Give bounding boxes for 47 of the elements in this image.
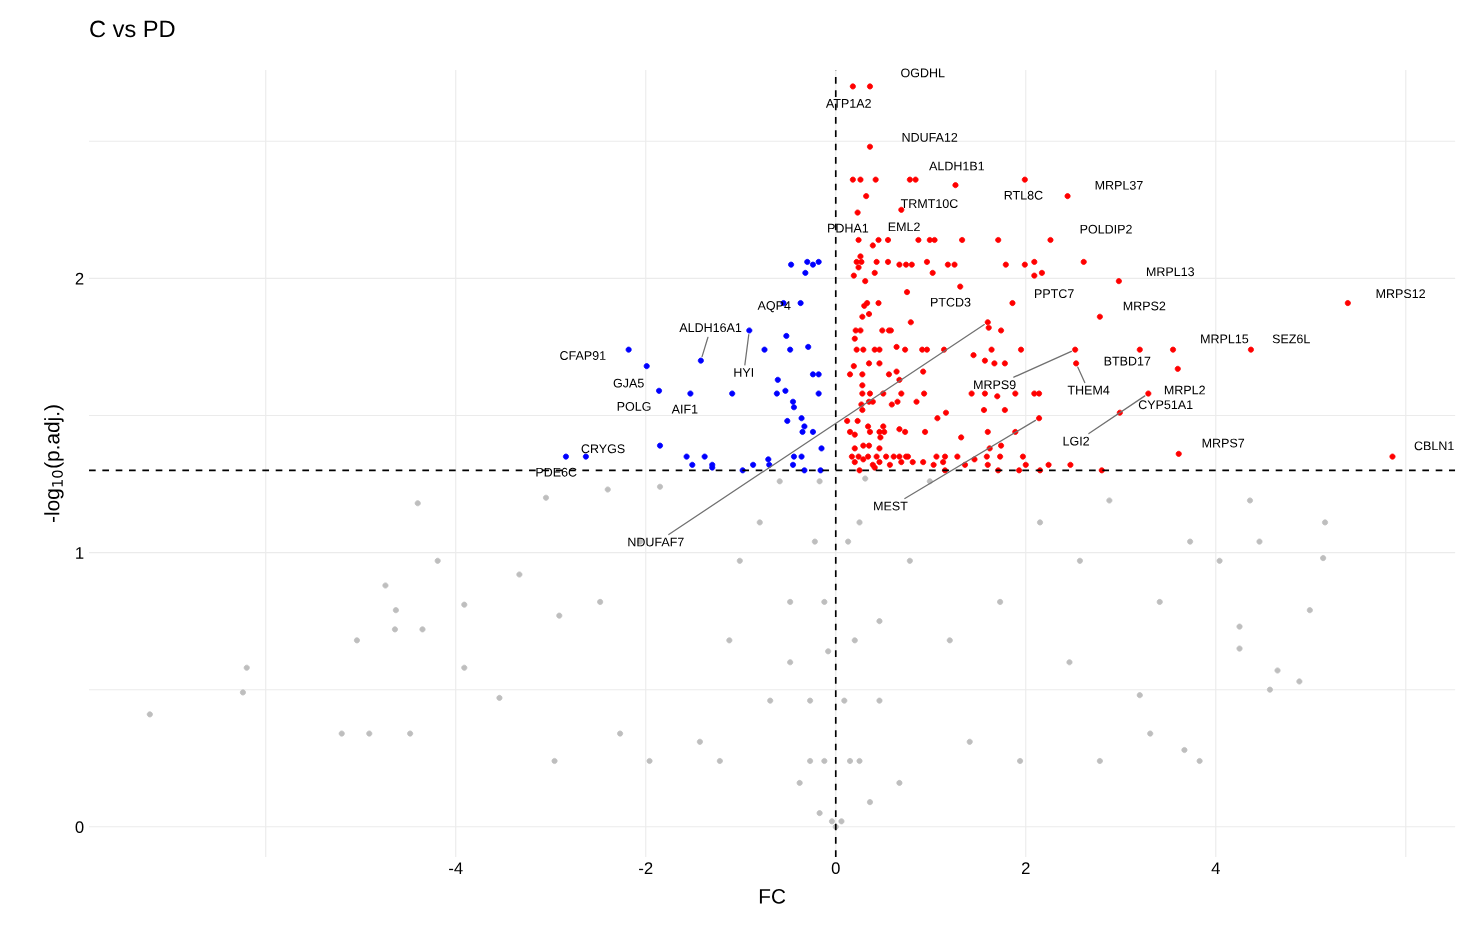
annotation: BTBD17 (1104, 356, 1151, 366)
x-tick-label: -2 (639, 862, 653, 874)
y-tick-label: 2 (75, 272, 84, 285)
y-tick-label: 1 (76, 547, 84, 559)
annotation: MRPS7 (1202, 438, 1245, 448)
annotation: AQP4 (757, 301, 791, 313)
annotation: MEST (874, 501, 908, 511)
x-tick-label: 0 (831, 862, 840, 875)
annotation: CFAP91 (560, 351, 606, 360)
y-axis-title: -log$_{10}$(p.adj.) (44, 405, 64, 523)
annotation: RTL8C (1004, 190, 1043, 200)
annotation: PDE6C (536, 467, 577, 477)
x-tick-label: 2 (1021, 862, 1030, 874)
annotation: NDUFA12 (902, 132, 958, 142)
annotation: MRPS2 (1123, 301, 1166, 311)
annotation: ALDH16A1 (679, 323, 742, 333)
annotation: CYP51A1 (1138, 400, 1193, 410)
annotation: CRYGS (581, 444, 625, 454)
annotation: NDUFAF7 (628, 537, 684, 547)
chart-title: C vs PD (90, 20, 175, 38)
annotation: OGDHL (901, 68, 945, 78)
annotation: MRPL15 (1201, 334, 1249, 344)
annotation: LGI2 (1063, 436, 1090, 446)
annotation: PTCD3 (931, 297, 971, 307)
annotation: PDHA1 (828, 223, 869, 233)
annotation: PPTC7 (1035, 289, 1074, 299)
annotation: POLDIP2 (1080, 224, 1132, 234)
annotation: GJA5 (613, 378, 644, 388)
annotation: MRPS12 (1376, 289, 1425, 299)
annotation: SEZ6L (1272, 334, 1310, 344)
annotation: TRMT10C (900, 199, 958, 209)
x-tick-label: 4 (1211, 862, 1220, 874)
annotation: ALDH1B1 (929, 161, 985, 171)
annotation: AIF1 (671, 404, 698, 414)
y-tick-label: 0 (75, 821, 84, 833)
annotation: MRPL13 (1146, 267, 1195, 277)
annotation: MRPL2 (1164, 385, 1205, 395)
annotation: MRPS9 (974, 380, 1016, 390)
x-tick-label: -4 (449, 862, 463, 874)
annotation: CBLN1 (1414, 441, 1454, 451)
annotation: EML2 (888, 222, 920, 232)
annotation: THEM4 (1067, 385, 1110, 395)
annotation: ATP1A2 (825, 98, 871, 108)
annotation: POLG (617, 401, 651, 411)
annotation: HYI (734, 368, 754, 377)
x-axis-title: FC (759, 889, 786, 904)
annotation: MRPL37 (1095, 180, 1143, 190)
